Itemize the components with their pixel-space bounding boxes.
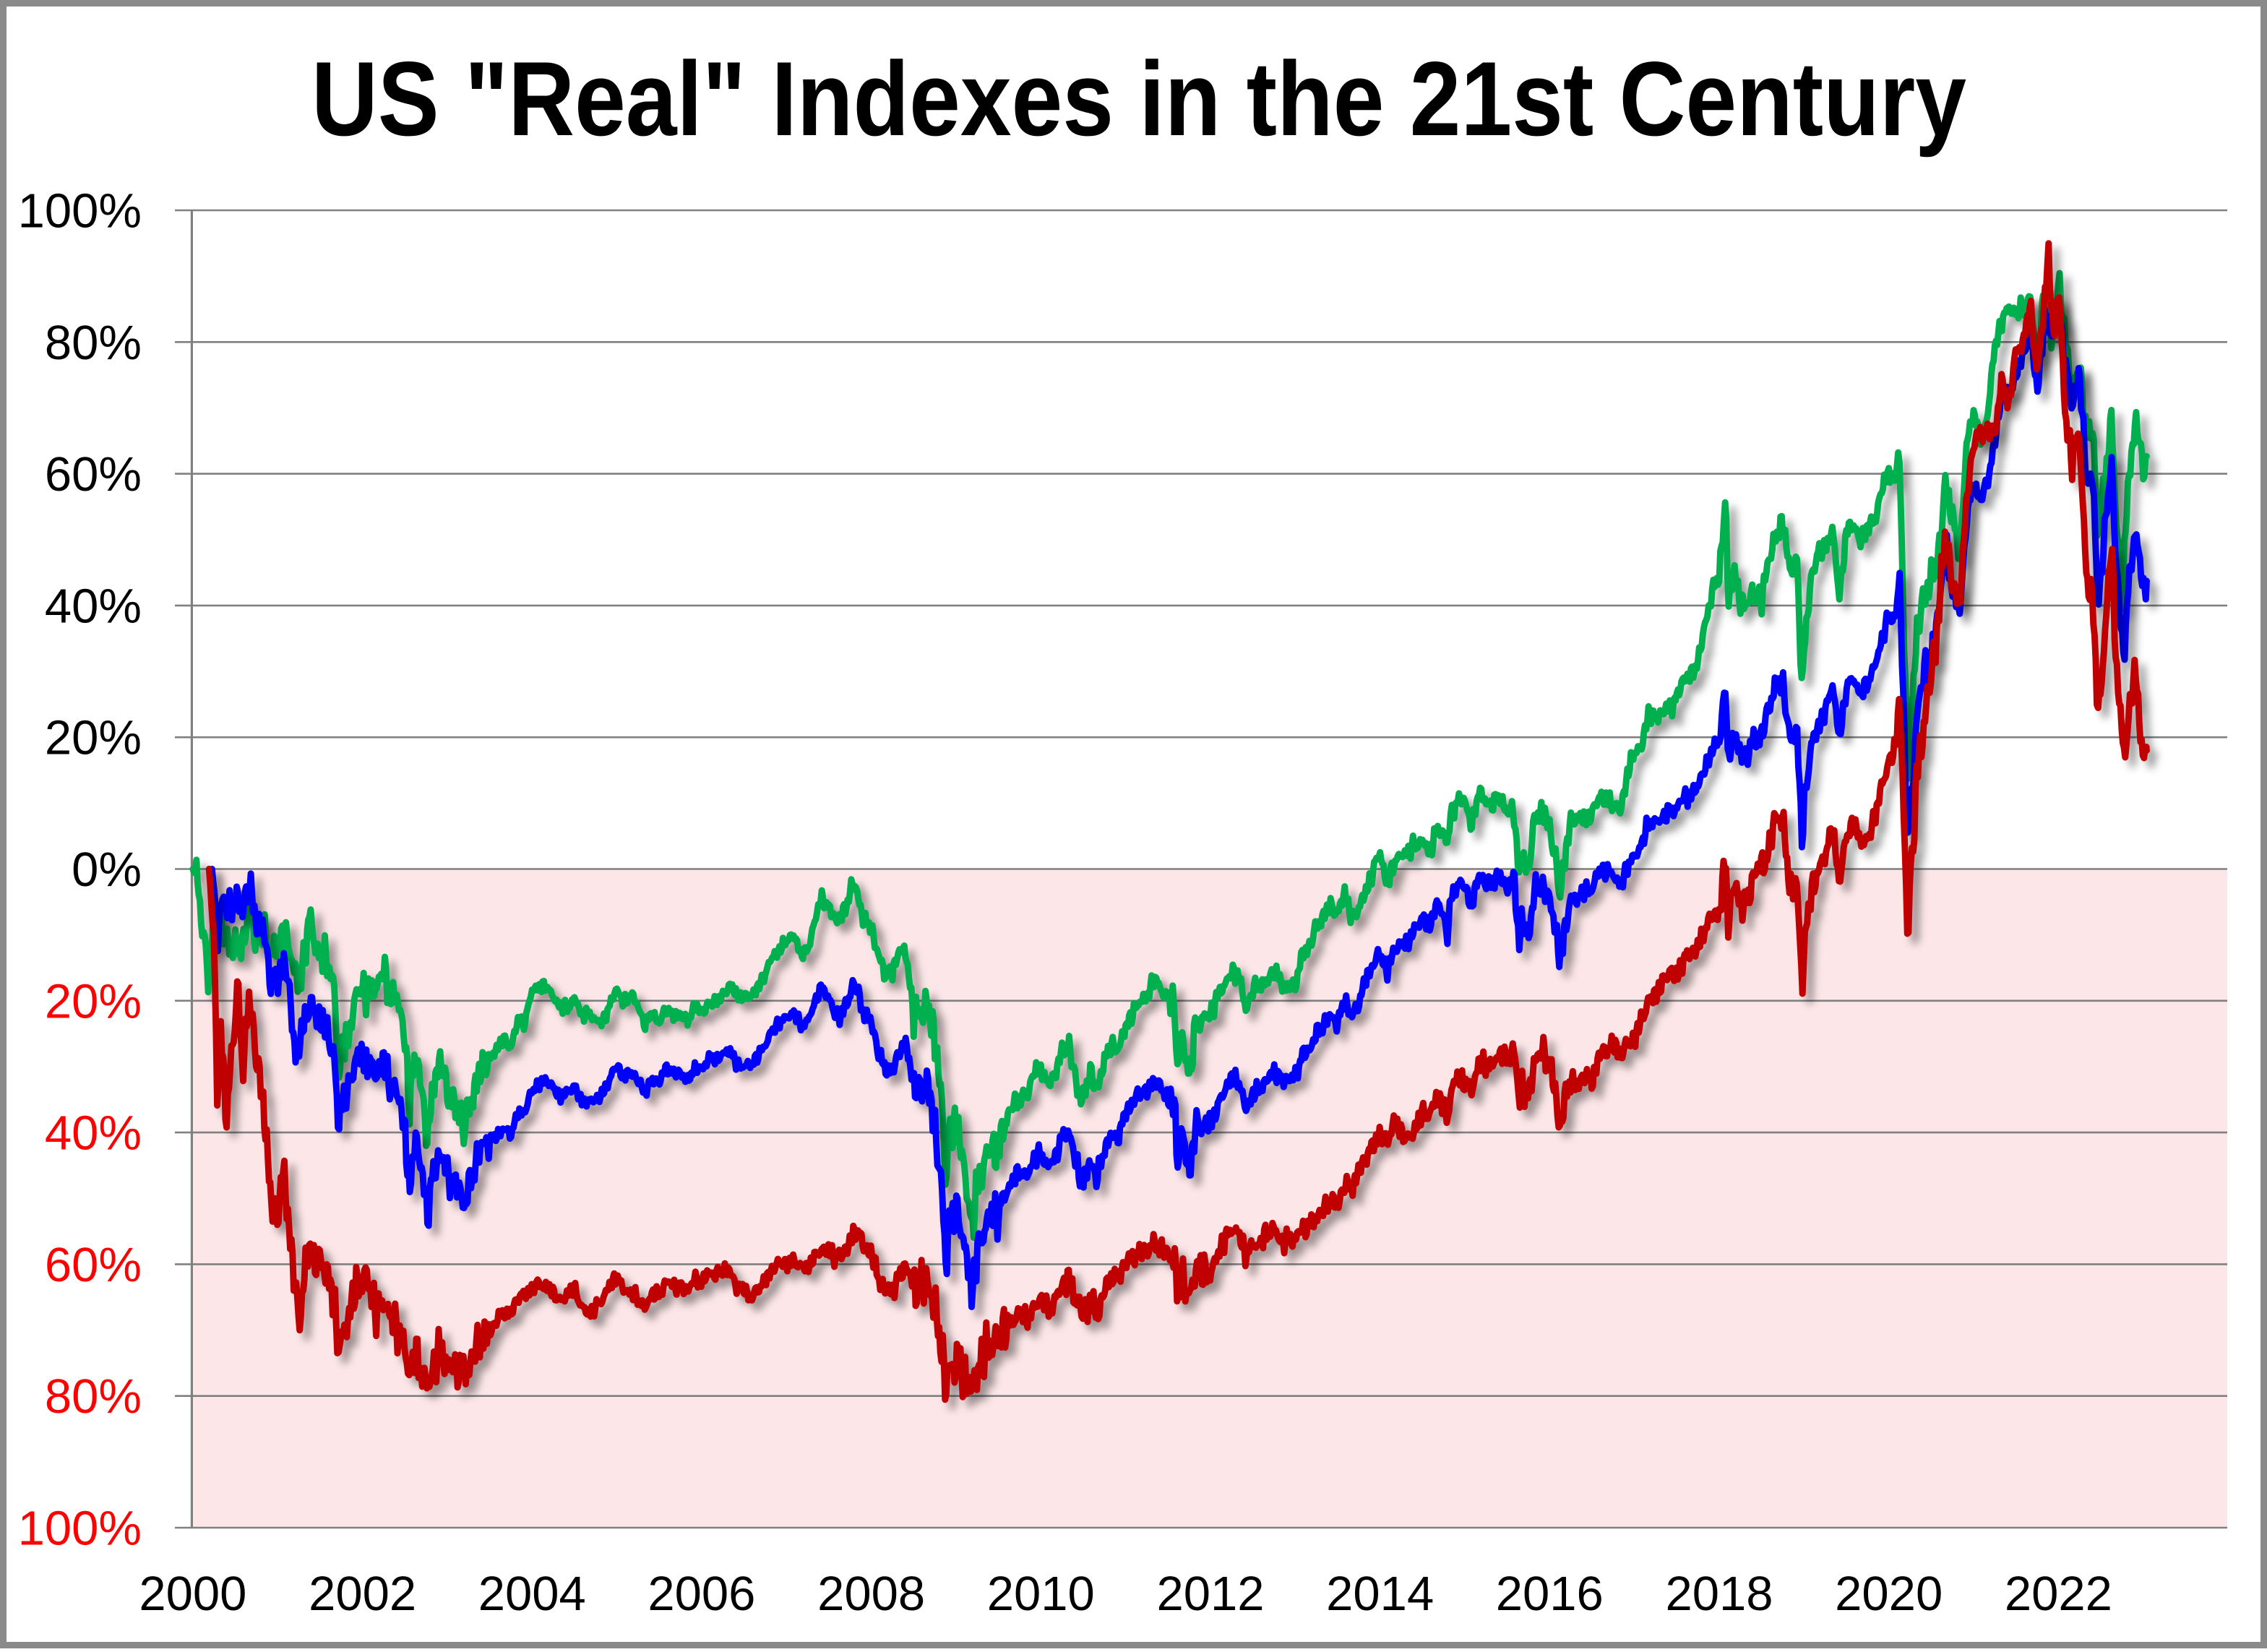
svg-text:20%: 20%	[45, 711, 142, 765]
svg-text:80%: 80%	[45, 316, 142, 370]
svg-text:2018: 2018	[1665, 1567, 1773, 1621]
svg-text:2016: 2016	[1496, 1567, 1604, 1621]
svg-text:2006: 2006	[648, 1567, 755, 1621]
svg-text:2004: 2004	[478, 1567, 586, 1621]
svg-text:100%: 100%	[18, 1502, 142, 1556]
svg-text:2012: 2012	[1156, 1567, 1264, 1621]
svg-text:2014: 2014	[1326, 1567, 1434, 1621]
svg-text:2010: 2010	[987, 1567, 1095, 1621]
svg-text:40%: 40%	[45, 1106, 142, 1161]
svg-text:40%: 40%	[45, 579, 142, 633]
svg-text:100%: 100%	[18, 184, 142, 238]
svg-text:60%: 60%	[45, 447, 142, 502]
svg-text:2022: 2022	[2005, 1567, 2112, 1621]
svg-text:20%: 20%	[45, 974, 142, 1028]
svg-text:80%: 80%	[45, 1369, 142, 1424]
svg-text:0%: 0%	[72, 843, 142, 897]
svg-text:60%: 60%	[45, 1238, 142, 1292]
svg-text:2000: 2000	[139, 1567, 246, 1621]
svg-text:US "Real" Indexes in the 21st: US "Real" Indexes in the 21st Century	[311, 40, 1966, 158]
svg-text:2008: 2008	[817, 1567, 925, 1621]
svg-text:2020: 2020	[1835, 1567, 1943, 1621]
svg-text:2002: 2002	[309, 1567, 416, 1621]
